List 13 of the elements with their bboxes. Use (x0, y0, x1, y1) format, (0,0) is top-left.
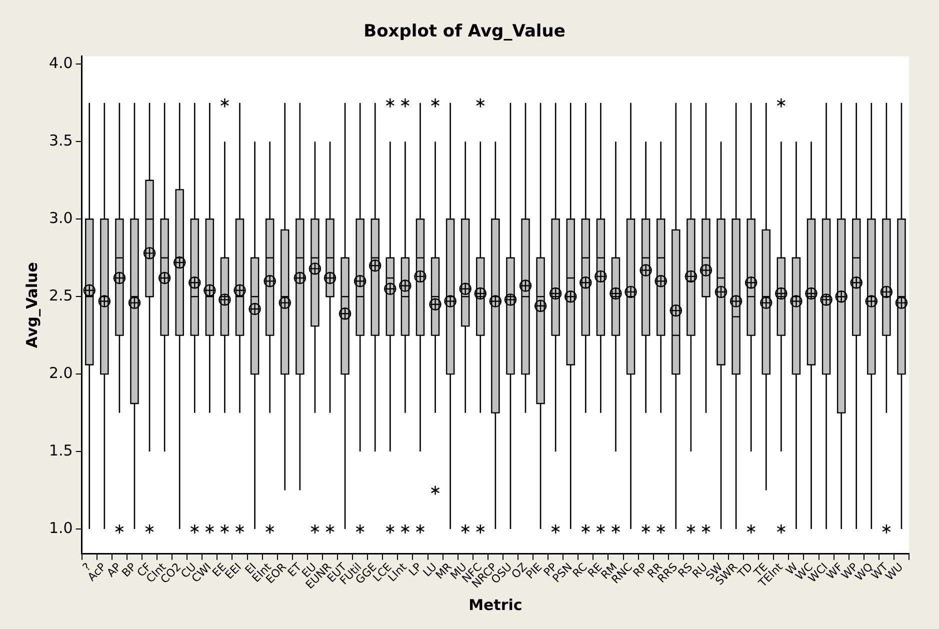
y-tick-label: 4.0 (48, 54, 73, 72)
y-axis-title: Avg_Value (22, 262, 41, 348)
chart-title: Boxplot of Avg_Value (364, 22, 566, 42)
x-tick-label: BP (119, 560, 139, 580)
y-tick-label: 1.0 (48, 518, 73, 537)
y-tick-label: 3.5 (48, 132, 73, 150)
y-tick-label: 3.0 (48, 209, 73, 228)
y-tick-label: 2.0 (48, 364, 73, 382)
y-tick-label: 1.5 (48, 441, 73, 460)
x-axis-title: Metric (468, 596, 522, 614)
x-tick-label: WU (883, 560, 906, 584)
x-tick-label: ? (80, 560, 94, 574)
y-tick-label: 2.5 (48, 286, 73, 304)
